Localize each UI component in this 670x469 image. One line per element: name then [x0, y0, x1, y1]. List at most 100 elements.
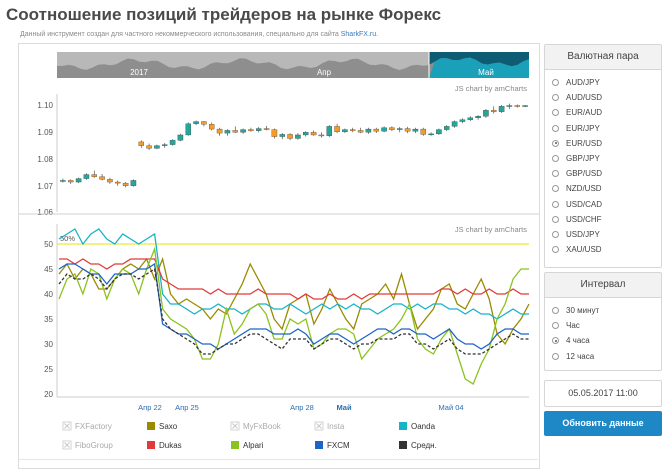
candle[interactable]	[342, 130, 347, 132]
candle[interactable]	[146, 146, 151, 149]
interval-option[interactable]: 30 минут	[545, 303, 661, 318]
candle[interactable]	[483, 110, 488, 116]
candle[interactable]	[295, 135, 300, 138]
price-chart-credit[interactable]: JS chart by amCharts	[455, 84, 527, 93]
candle[interactable]	[123, 183, 128, 186]
currency-pair-radio[interactable]	[552, 231, 559, 238]
candle[interactable]	[389, 128, 394, 130]
candle[interactable]	[468, 118, 473, 120]
currency-pair-radio[interactable]	[552, 201, 559, 208]
legend-item[interactable]: FXFactory	[63, 422, 112, 431]
currency-pair-option[interactable]: USD/JPY	[545, 227, 661, 242]
candle[interactable]	[92, 175, 97, 177]
candle[interactable]	[381, 128, 386, 131]
candle[interactable]	[334, 126, 339, 131]
series-line-average[interactable]	[59, 269, 529, 354]
candle[interactable]	[350, 130, 355, 131]
currency-pair-radio[interactable]	[552, 246, 559, 253]
legend-item[interactable]: Средн.	[399, 441, 437, 450]
legend-item[interactable]: Oanda	[399, 422, 436, 431]
candle[interactable]	[107, 179, 112, 182]
currency-pair-radio[interactable]	[552, 155, 559, 162]
interval-option[interactable]: Час	[545, 318, 661, 333]
update-data-button[interactable]: Обновить данные	[544, 411, 662, 436]
candle[interactable]	[366, 129, 371, 132]
candle[interactable]	[154, 146, 159, 149]
candle[interactable]	[327, 126, 332, 135]
interval-option[interactable]: 12 часа	[545, 349, 661, 364]
candle[interactable]	[76, 179, 81, 182]
currency-pair-radio[interactable]	[552, 185, 559, 192]
currency-pair-radio[interactable]	[552, 109, 559, 116]
legend-item[interactable]: Insta	[315, 422, 345, 431]
currency-pair-option[interactable]: XAU/USD	[545, 242, 661, 257]
candle[interactable]	[186, 124, 191, 135]
currency-pair-option[interactable]: EUR/JPY	[545, 121, 661, 136]
candle[interactable]	[115, 182, 120, 183]
interval-radio[interactable]	[552, 353, 559, 360]
navigator[interactable]: 2017 Апр Май	[57, 52, 529, 78]
candle[interactable]	[287, 134, 292, 138]
series-line-alpari[interactable]	[59, 249, 529, 384]
currency-pair-option[interactable]: AUD/JPY	[545, 75, 661, 90]
candle[interactable]	[428, 134, 433, 135]
candle[interactable]	[507, 106, 512, 107]
candle[interactable]	[397, 129, 402, 130]
date-field[interactable]: 05.05.2017 11:00	[544, 380, 662, 407]
candle[interactable]	[264, 129, 269, 130]
candle[interactable]	[60, 180, 65, 181]
candle[interactable]	[522, 106, 527, 107]
candle[interactable]	[178, 135, 183, 140]
legend-item[interactable]: Dukas	[147, 441, 182, 450]
candle[interactable]	[405, 129, 410, 132]
candle[interactable]	[84, 175, 89, 179]
candle[interactable]	[139, 142, 144, 146]
candle[interactable]	[225, 130, 230, 133]
candle[interactable]	[436, 130, 441, 134]
candle[interactable]	[413, 129, 418, 131]
candle[interactable]	[68, 180, 73, 182]
candle[interactable]	[460, 120, 465, 122]
candle[interactable]	[272, 130, 277, 137]
currency-pair-radio[interactable]	[552, 170, 559, 177]
legend-item[interactable]: Saxo	[147, 422, 178, 431]
sharkfx-link[interactable]: SharkFX.ru.	[341, 31, 378, 38]
candle[interactable]	[233, 130, 238, 132]
currency-pair-option[interactable]: USD/CHF	[545, 212, 661, 227]
currency-pair-option[interactable]: EUR/USD	[545, 136, 661, 151]
candle[interactable]	[201, 122, 206, 125]
legend-item[interactable]: FiboGroup	[63, 441, 113, 450]
legend-item[interactable]: FXCM	[315, 441, 350, 450]
currency-pair-option[interactable]: NZD/USD	[545, 181, 661, 196]
candle[interactable]	[358, 130, 363, 132]
candle[interactable]	[280, 134, 285, 136]
currency-pair-radio[interactable]	[552, 140, 559, 147]
legend-item[interactable]: MyFxBook	[231, 422, 282, 431]
currency-pair-option[interactable]: GBP/JPY	[545, 151, 661, 166]
candle[interactable]	[193, 122, 198, 124]
currency-pair-option[interactable]: EUR/AUD	[545, 105, 661, 120]
currency-pair-radio[interactable]	[552, 125, 559, 132]
interval-option[interactable]: 4 часа	[545, 333, 661, 348]
candle[interactable]	[319, 135, 324, 136]
currency-pair-radio[interactable]	[552, 94, 559, 101]
candle[interactable]	[303, 132, 308, 135]
candle[interactable]	[131, 180, 136, 185]
candle[interactable]	[256, 129, 261, 131]
candle[interactable]	[217, 129, 222, 133]
currency-pair-option[interactable]: GBP/USD	[545, 166, 661, 181]
candle[interactable]	[99, 177, 104, 180]
candle[interactable]	[515, 106, 520, 107]
candle[interactable]	[491, 110, 496, 111]
candle[interactable]	[170, 140, 175, 144]
candle[interactable]	[209, 124, 214, 129]
candle[interactable]	[311, 132, 316, 135]
candle[interactable]	[421, 129, 426, 134]
interval-radio[interactable]	[552, 337, 559, 344]
candle[interactable]	[499, 106, 504, 111]
candle[interactable]	[452, 122, 457, 127]
candle[interactable]	[444, 126, 449, 129]
currency-pair-option[interactable]: USD/CAD	[545, 197, 661, 212]
interval-radio[interactable]	[552, 307, 559, 314]
candle[interactable]	[248, 130, 253, 131]
